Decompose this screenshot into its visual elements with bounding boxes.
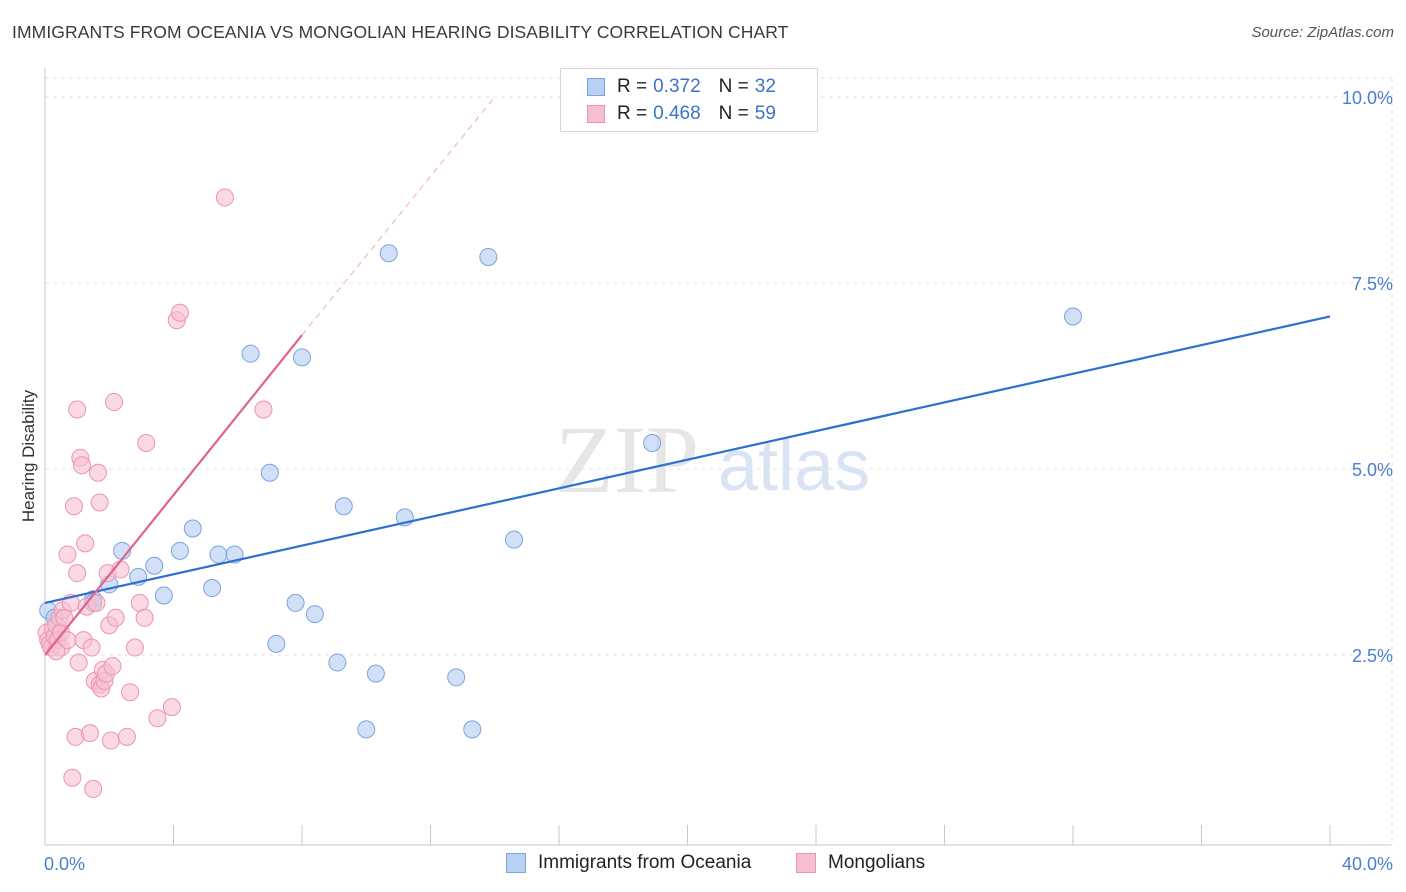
- y-tick-label: 2.5%: [1352, 646, 1393, 666]
- watermark-atlas: atlas: [718, 426, 870, 506]
- data-point-oceania: [357, 720, 376, 739]
- legend-r-value: 0.372: [653, 76, 701, 97]
- trend-line-oceania: [44, 315, 1331, 604]
- legend-n-label: N =: [718, 103, 749, 124]
- legend-n-value: 59: [754, 103, 776, 124]
- data-point-mongolians: [105, 393, 124, 412]
- data-point-mongolians: [130, 593, 149, 612]
- x-tick-labels: 0.0% 40.0%: [44, 854, 1393, 874]
- data-point-mongolians: [137, 433, 156, 452]
- data-point-oceania: [1064, 307, 1082, 326]
- legend-r-value: 0.468: [653, 103, 701, 124]
- bottom-legend-label-mongolians: Mongolians: [828, 852, 926, 873]
- legend-n-value: 32: [754, 76, 776, 97]
- data-point-mongolians: [106, 608, 125, 627]
- data-point-oceania: [241, 344, 260, 363]
- data-point-mongolians: [55, 608, 74, 627]
- trend-line-mongolians-extension: [301, 96, 496, 336]
- data-point-oceania: [334, 497, 353, 516]
- source-credit: Source: ZipAtlas.com: [1251, 24, 1394, 41]
- y-tick-label: 7.5%: [1352, 274, 1393, 294]
- data-point-mongolians: [101, 731, 120, 750]
- watermark: ZIP atlas: [555, 406, 870, 513]
- legend-swatch-blue: [587, 78, 605, 96]
- legend-row-oceania: R = 0.372 N = 32: [587, 74, 776, 100]
- data-point-oceania: [328, 653, 347, 672]
- data-point-oceania: [170, 541, 189, 560]
- data-point-mongolians: [76, 534, 95, 553]
- x-tick-label: 0.0%: [44, 854, 85, 874]
- legend-n-label: N =: [718, 76, 749, 97]
- data-point-oceania: [366, 664, 385, 683]
- trend-line-mongolians: [44, 334, 303, 656]
- data-point-mongolians: [117, 727, 136, 746]
- data-point-oceania: [643, 433, 662, 452]
- data-point-oceania: [203, 579, 222, 598]
- data-point-mongolians: [254, 400, 273, 419]
- chart-title: IMMIGRANTS FROM OCEANIA VS MONGOLIAN HEA…: [12, 22, 789, 42]
- bottom-legend-swatch-blue: [506, 853, 526, 873]
- data-point-mongolians: [162, 698, 181, 717]
- legend-r-label: R =: [617, 76, 648, 97]
- x-tick-label: 40.0%: [1342, 854, 1393, 874]
- data-point-mongolians: [80, 724, 99, 743]
- data-point-mongolians: [47, 642, 66, 661]
- data-point-oceania: [447, 668, 466, 687]
- legend-r-label: R =: [617, 103, 648, 124]
- data-point-mongolians: [72, 456, 91, 475]
- axes: [44, 68, 1392, 846]
- data-point-oceania: [479, 247, 498, 266]
- watermark-zip: ZIP: [555, 406, 699, 513]
- data-point-oceania: [286, 593, 305, 612]
- data-point-oceania: [305, 605, 324, 624]
- data-point-oceania: [267, 634, 286, 653]
- data-point-mongolians: [68, 400, 87, 419]
- data-point-oceania: [209, 545, 228, 564]
- data-point-oceania: [293, 348, 311, 367]
- y-tick-labels: 2.5% 5.0% 7.5% 10.0%: [1342, 88, 1393, 666]
- bottom-legend-mongolians: Mongolians: [796, 852, 925, 874]
- data-point-oceania: [260, 463, 279, 482]
- legend-row-mongolians: R = 0.468 N = 59: [587, 101, 776, 127]
- bottom-legend-swatch-pink: [796, 853, 816, 873]
- data-point-oceania: [154, 586, 173, 605]
- data-point-mongolians: [125, 638, 144, 657]
- data-point-mongolians: [69, 653, 88, 672]
- bottom-legend-oceania: Immigrants from Oceania: [506, 852, 751, 874]
- data-point-mongolians: [121, 683, 140, 702]
- series-mongolians: [37, 188, 273, 798]
- trend-lines: [44, 96, 1331, 656]
- data-point-mongolians: [170, 303, 189, 322]
- data-point-mongolians: [215, 188, 234, 207]
- data-point-mongolians: [103, 657, 122, 676]
- data-point-oceania: [145, 556, 164, 575]
- y-tick-label: 10.0%: [1342, 88, 1393, 108]
- y-axis-label: Hearing Disability: [19, 389, 38, 522]
- data-point-mongolians: [89, 463, 108, 482]
- data-point-mongolians: [63, 768, 82, 787]
- data-point-oceania: [379, 244, 398, 263]
- legend: R = 0.372 N = 32 R = 0.468 N = 59: [560, 68, 818, 132]
- legend-swatch-pink: [587, 105, 605, 123]
- data-point-mongolians: [64, 497, 83, 516]
- data-point-mongolians: [148, 709, 167, 728]
- data-point-mongolians: [82, 638, 101, 657]
- y-tick-label: 5.0%: [1352, 460, 1393, 480]
- bottom-legend-label-oceania: Immigrants from Oceania: [538, 852, 752, 873]
- data-point-mongolians: [68, 564, 87, 583]
- data-point-oceania: [505, 530, 524, 549]
- data-point-mongolians: [58, 545, 77, 564]
- data-point-mongolians: [84, 779, 103, 798]
- data-point-oceania: [463, 720, 482, 739]
- data-point-mongolians: [90, 493, 109, 512]
- data-point-oceania: [183, 519, 202, 538]
- bottom-legend: Immigrants from Oceania Mongolians: [0, 852, 1406, 878]
- data-point-mongolians: [135, 608, 154, 627]
